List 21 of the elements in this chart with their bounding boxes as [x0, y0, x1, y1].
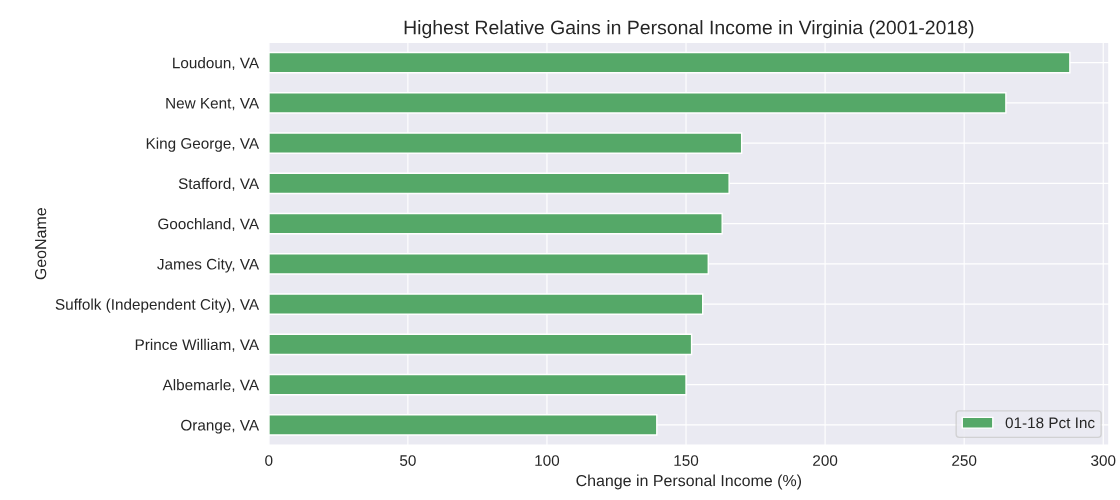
- x-tick-label: 100: [535, 455, 560, 466]
- y-tick-label: Prince William, VA: [135, 338, 260, 352]
- y-tick-label: Goochland, VA: [158, 218, 260, 232]
- y-tick-label: Stafford, VA: [178, 177, 260, 191]
- y-tick-label: King George, VA: [146, 137, 260, 152]
- x-tick-label: 200: [813, 455, 838, 466]
- x-tick-label: 250: [952, 455, 977, 466]
- chart-title: Highest Relative Gains in Personal Income in Virginia (2001-2018): [404, 20, 974, 39]
- y-tick-label: New Kent, VA: [166, 97, 260, 111]
- y-tick-label: Loudoun, VA: [173, 57, 260, 71]
- x-axis-title: Change in Personal Income (%): [576, 474, 802, 490]
- y-tick-label: James City, VA: [157, 258, 260, 273]
- x-tick-label: 0: [265, 455, 273, 466]
- y-axis-title: GeoName: [34, 208, 47, 280]
- y-tick-label: Orange, VA: [181, 419, 260, 434]
- x-tick-label: 50: [399, 455, 416, 466]
- y-tick-label: Suffolk (Independent City), VA: [55, 298, 260, 313]
- x-tick-label: 300: [1091, 455, 1116, 466]
- legend-label: 01-18 Pct Inc: [1005, 417, 1095, 429]
- y-tick-label: Albemarle, VA: [162, 379, 260, 393]
- x-tick-label: 150: [674, 455, 699, 466]
